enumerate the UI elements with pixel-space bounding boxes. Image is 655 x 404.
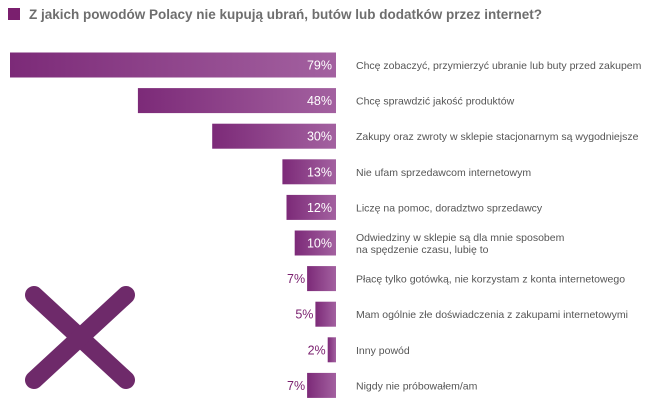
bar-5 [286, 194, 336, 220]
bar-value-label-8: 5% [295, 308, 313, 322]
bar-10 [307, 372, 336, 398]
title-marker-square [8, 8, 20, 20]
bar-4 [282, 159, 336, 185]
bar-value-label-9: 2% [308, 343, 326, 357]
bar-value-label-4: 13% [307, 165, 332, 179]
bar-8 [315, 301, 336, 327]
bar-value-label-5: 12% [307, 201, 332, 215]
category-label-3: Zakupy oraz zwroty w sklepie stacjonarny… [356, 131, 639, 143]
x-mark-icon [25, 286, 135, 389]
chart-title: Z jakich powodów Polacy nie kupują ubrań… [29, 6, 543, 22]
bar-9 [327, 337, 336, 363]
bar-6 [294, 230, 336, 256]
chart-title-row: Z jakich powodów Polacy nie kupują ubrań… [8, 5, 542, 23]
bar-value-label-3: 30% [307, 130, 332, 144]
category-label-8: Mam ogólnie złe doświadczenia z zakupami… [356, 309, 628, 321]
category-label-4: Nie ufam sprzedawcom internetowym [356, 167, 531, 179]
category-label-1: Chcę zobaczyć, przymierzyć ubranie lub b… [356, 60, 642, 72]
bar-value-label-10: 7% [287, 379, 305, 393]
category-label-7: Płacę tylko gotówką, nie korzystam z kon… [356, 274, 625, 286]
category-label-9: Inny powód [356, 345, 410, 357]
bar-3 [212, 123, 336, 149]
bar-2 [137, 88, 336, 114]
bar-7 [307, 266, 336, 292]
category-label-10: Nigdy nie próbowałem/am [356, 380, 478, 392]
category-label-6: Odwiedziny w sklepie są dla mnie sposobe… [356, 232, 565, 256]
bar-value-label-2: 48% [307, 94, 332, 108]
category-label-5: Liczę na pomoc, doradztwo sprzedawcy [356, 202, 543, 214]
bar-value-label-6: 10% [307, 237, 332, 251]
bar-value-label-1: 79% [307, 59, 332, 73]
category-label-2: Chcę sprawdzić jakość produktów [356, 96, 515, 108]
bar-value-label-7: 7% [287, 272, 305, 286]
bar-1 [10, 52, 336, 78]
